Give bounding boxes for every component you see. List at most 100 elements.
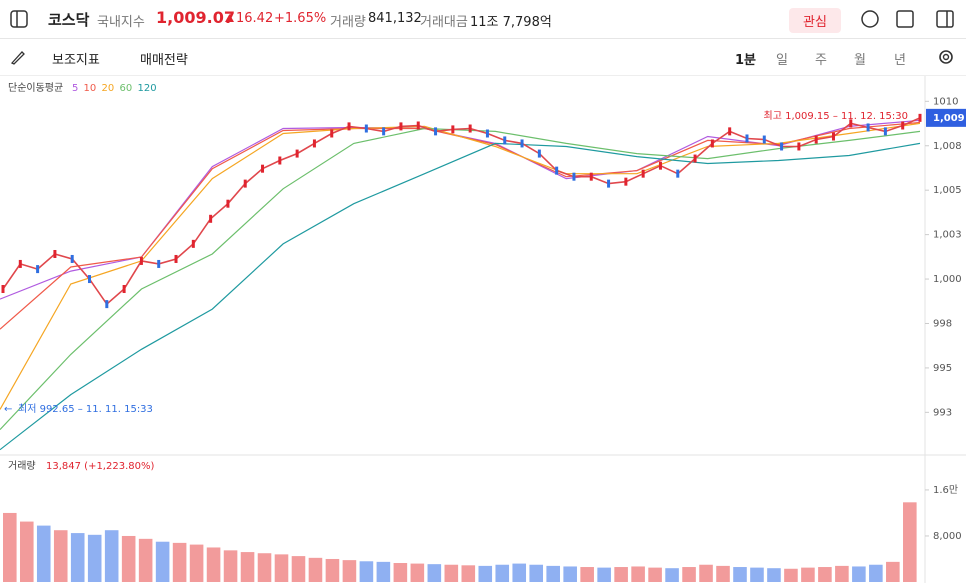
change-rate: +1.65%: [274, 11, 327, 26]
price-point: [347, 122, 351, 131]
volume-bar: [852, 566, 866, 582]
price-point: [624, 177, 628, 186]
volume-last: 13,847 (+1,223.80%): [46, 461, 154, 472]
last-price-tag: [926, 108, 966, 127]
volume-bar: [206, 547, 221, 582]
volume-bar: [104, 530, 119, 582]
price-point: [485, 129, 489, 138]
y-tick-label: 1010: [933, 96, 958, 107]
watch-button[interactable]: 관심: [789, 8, 841, 33]
high-label: 최고 1,009.15 – 11. 12. 15:30: [764, 110, 908, 122]
price-point: [589, 172, 593, 181]
volume-bar: [733, 567, 747, 582]
price-point: [416, 121, 420, 130]
period-tab[interactable]: 1분: [735, 53, 757, 68]
settings-icon[interactable]: [937, 48, 955, 66]
volume-bar: [614, 567, 628, 582]
price-point: [1, 285, 5, 294]
y-tick-label: 8,000: [933, 531, 962, 542]
price-point: [261, 164, 265, 173]
period-tab[interactable]: 년: [894, 53, 906, 68]
volume-bar: [444, 564, 459, 582]
price-point: [382, 127, 386, 136]
last-price-label: 1,009: [933, 113, 965, 124]
price-point: [209, 214, 213, 223]
volume-bar: [478, 565, 493, 582]
header: 코스닥 국내지수 1,009.07 16.42 +1.65% 거래량 841,1…: [0, 0, 966, 39]
price-point: [866, 123, 870, 132]
volume-bar: [580, 567, 594, 582]
volume-bar: [682, 567, 696, 582]
volume-bar: [240, 552, 255, 582]
price-point: [537, 149, 541, 158]
volume-bar: [699, 564, 713, 582]
price-line: [2, 117, 921, 306]
volume: 841,132: [368, 11, 422, 26]
draw-icon[interactable]: [10, 49, 26, 65]
ma-line: [0, 122, 921, 410]
legend-entry: 20: [102, 83, 115, 94]
y-tick-label: 998: [933, 318, 952, 329]
header-icons: [861, 10, 954, 28]
price-point: [762, 135, 766, 144]
price-point: [780, 142, 784, 151]
volume-label: 거래량: [330, 15, 366, 30]
price-point: [831, 132, 835, 141]
price-point: [728, 127, 732, 136]
volume-bar: [308, 557, 323, 582]
volume-bar: [835, 565, 849, 582]
price-point: [295, 149, 299, 158]
ma-line: [0, 121, 921, 330]
volume-bar: [274, 554, 289, 582]
volume-bar: [359, 561, 374, 582]
volume-bar: [223, 550, 238, 582]
y-tick-label: 1,000: [933, 274, 962, 285]
price-point: [53, 249, 57, 258]
volume-bar: [257, 553, 272, 582]
change: 16.42: [236, 11, 274, 26]
volume-bar: [563, 566, 577, 582]
volume-bar: [410, 563, 425, 582]
price-point: [520, 139, 524, 148]
volume-bar: [461, 565, 476, 582]
price-point: [572, 172, 576, 181]
price-point: [399, 122, 403, 131]
period-tab[interactable]: 주: [815, 53, 827, 68]
volume-bar: [597, 567, 611, 582]
price-point: [174, 254, 178, 263]
volume-bar: [801, 567, 815, 582]
market: 국내지수: [97, 15, 145, 30]
up-arrow: [225, 14, 234, 22]
volume-bar: [36, 525, 51, 582]
volume-bar: [529, 564, 544, 582]
volume-bar: [631, 566, 645, 582]
volume-bar: [818, 567, 832, 582]
price-point: [883, 127, 887, 136]
price-point: [122, 285, 126, 294]
volume-bar: [767, 568, 781, 582]
period-tab[interactable]: 일: [776, 53, 788, 68]
indicators[interactable]: 보조지표: [52, 53, 100, 68]
y-tick-label: 993: [933, 407, 952, 418]
legend-entry: 5: [72, 83, 78, 94]
volume-bar: [342, 560, 357, 582]
amount: 11조 7,798억: [470, 15, 552, 30]
sidebar-icon[interactable]: [10, 10, 28, 28]
low-arrow: ←: [4, 404, 12, 415]
volume-bar: [87, 534, 102, 582]
period-tab[interactable]: 월: [854, 53, 866, 68]
volume-bar: [19, 521, 34, 582]
price-point: [364, 124, 368, 133]
price-point: [710, 139, 714, 148]
price-point: [105, 300, 109, 309]
price-point: [797, 142, 801, 151]
price: 1,009.07: [156, 8, 235, 27]
strategy[interactable]: 매매전략: [140, 53, 188, 68]
legend-title: 단순이동평균: [8, 82, 63, 94]
index-name: 코스닥: [48, 11, 90, 29]
ma-line: [0, 142, 921, 451]
price-point: [243, 179, 247, 188]
volume-bar: [716, 565, 730, 582]
amount-label: 거래대금: [420, 15, 468, 30]
volume-bar: [172, 542, 187, 582]
